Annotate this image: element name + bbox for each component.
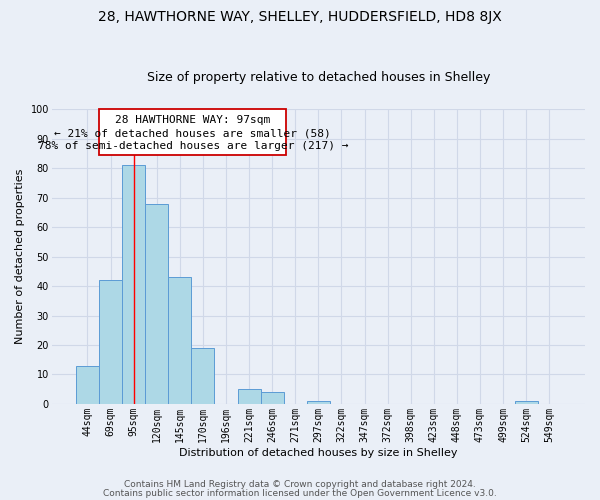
Text: Contains HM Land Registry data © Crown copyright and database right 2024.: Contains HM Land Registry data © Crown c…: [124, 480, 476, 489]
Bar: [145, 204, 168, 404]
Text: Contains public sector information licensed under the Open Government Licence v3: Contains public sector information licen…: [103, 488, 497, 498]
Bar: [168, 277, 191, 404]
Bar: [76, 366, 99, 404]
Bar: [515, 401, 538, 404]
Y-axis label: Number of detached properties: Number of detached properties: [15, 169, 25, 344]
Bar: [122, 166, 145, 404]
Bar: [260, 392, 284, 404]
Bar: [99, 280, 122, 404]
Text: ← 21% of detached houses are smaller (58): ← 21% of detached houses are smaller (58…: [55, 128, 331, 138]
FancyBboxPatch shape: [100, 110, 286, 155]
Text: 28 HAWTHORNE WAY: 97sqm: 28 HAWTHORNE WAY: 97sqm: [115, 114, 271, 124]
Text: 28, HAWTHORNE WAY, SHELLEY, HUDDERSFIELD, HD8 8JX: 28, HAWTHORNE WAY, SHELLEY, HUDDERSFIELD…: [98, 10, 502, 24]
Bar: [238, 389, 260, 404]
Bar: [307, 401, 330, 404]
Bar: [191, 348, 214, 404]
X-axis label: Distribution of detached houses by size in Shelley: Distribution of detached houses by size …: [179, 448, 458, 458]
Text: 78% of semi-detached houses are larger (217) →: 78% of semi-detached houses are larger (…: [38, 141, 348, 151]
Title: Size of property relative to detached houses in Shelley: Size of property relative to detached ho…: [146, 72, 490, 85]
